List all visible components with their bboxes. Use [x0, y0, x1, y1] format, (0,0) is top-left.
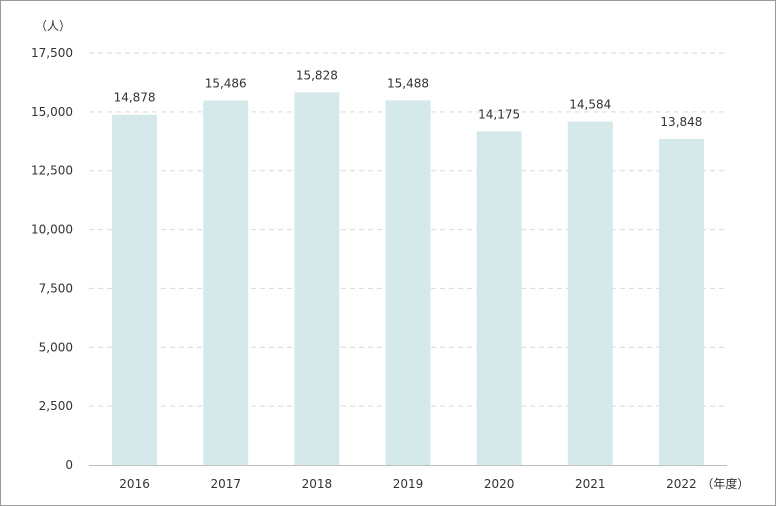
bar-value-label: 15,488 [387, 76, 429, 90]
bar [112, 114, 158, 465]
x-tick-label: 2021 [575, 477, 606, 491]
bar [658, 138, 704, 465]
bar-value-label: 15,828 [296, 68, 338, 82]
y-unit-label: （人） [35, 19, 71, 33]
bar [385, 100, 431, 465]
bar-value-label: 13,848 [660, 115, 702, 129]
x-tick-label: 2022 [666, 477, 697, 491]
y-tick-label: 15,000 [31, 105, 73, 119]
y-tick-label: 10,000 [31, 223, 73, 237]
x-tick-label: 2018 [302, 477, 333, 491]
bar-value-label: 14,175 [478, 107, 520, 121]
bar [567, 121, 613, 465]
bars [112, 92, 704, 466]
bar [294, 92, 340, 466]
x-tick-label: 2020 [484, 477, 515, 491]
bar [476, 131, 522, 465]
x-axis-tick-labels: 2016 2017 2018 2019 2020 2021 2022 [119, 477, 696, 491]
bar-value-label: 14,878 [114, 91, 156, 105]
bar-value-label: 14,584 [569, 98, 611, 112]
x-unit-label: （年度） [701, 476, 749, 491]
y-axis-tick-labels: 0 2,500 5,000 7,500 10,000 12,500 15,000 17,500 [31, 46, 73, 472]
bar [203, 100, 249, 465]
x-tick-label: 2019 [393, 477, 424, 491]
y-tick-label: 17,500 [31, 46, 73, 60]
y-tick-label: 5,000 [39, 340, 73, 354]
bar-value-labels: 14,878 15,486 15,828 15,488 14,175 14,584 13,8… [114, 68, 703, 129]
x-tick-label: 2017 [210, 477, 241, 491]
y-tick-label: 2,500 [39, 399, 73, 413]
y-tick-label: 0 [65, 458, 73, 472]
bar-value-label: 15,486 [205, 76, 247, 90]
y-tick-label: 7,500 [39, 281, 73, 295]
x-tick-label: 2016 [119, 477, 150, 491]
y-tick-label: 12,500 [31, 164, 73, 178]
